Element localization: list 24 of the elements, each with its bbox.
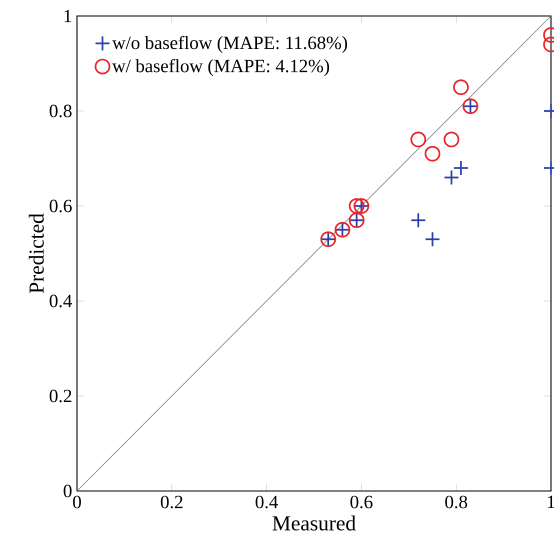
x-tick-label: 0.4 xyxy=(256,496,278,508)
y-tick-label: 0.6 xyxy=(50,200,72,212)
y-tick-label: 0.2 xyxy=(50,390,72,402)
y-axis-title: Predicted xyxy=(28,213,44,294)
x-tick-label: 0.6 xyxy=(350,496,373,508)
point xyxy=(348,198,365,214)
legend-label: w/o baseflow (MAPE: 11.68%) xyxy=(112,36,348,53)
y-tick-label: 0 xyxy=(64,484,72,498)
y-tick-label: 1 xyxy=(64,10,72,22)
point xyxy=(444,170,460,186)
x-tick-label: 0.2 xyxy=(160,496,182,508)
point xyxy=(424,146,440,162)
legend-label: w/ baseflow (MAPE: 4.12%) xyxy=(112,58,330,76)
point xyxy=(453,160,469,176)
x-axis-title: Measured xyxy=(272,516,356,531)
y-tick-label: 0.8 xyxy=(50,104,72,118)
point xyxy=(444,132,460,148)
y-tick-label: 0.4 xyxy=(50,294,72,308)
x-tick-label: 0 xyxy=(73,496,81,508)
point xyxy=(453,79,469,96)
point xyxy=(424,231,440,248)
point xyxy=(410,132,426,148)
point xyxy=(410,212,426,228)
x-tick-label: 0.8 xyxy=(445,496,468,508)
